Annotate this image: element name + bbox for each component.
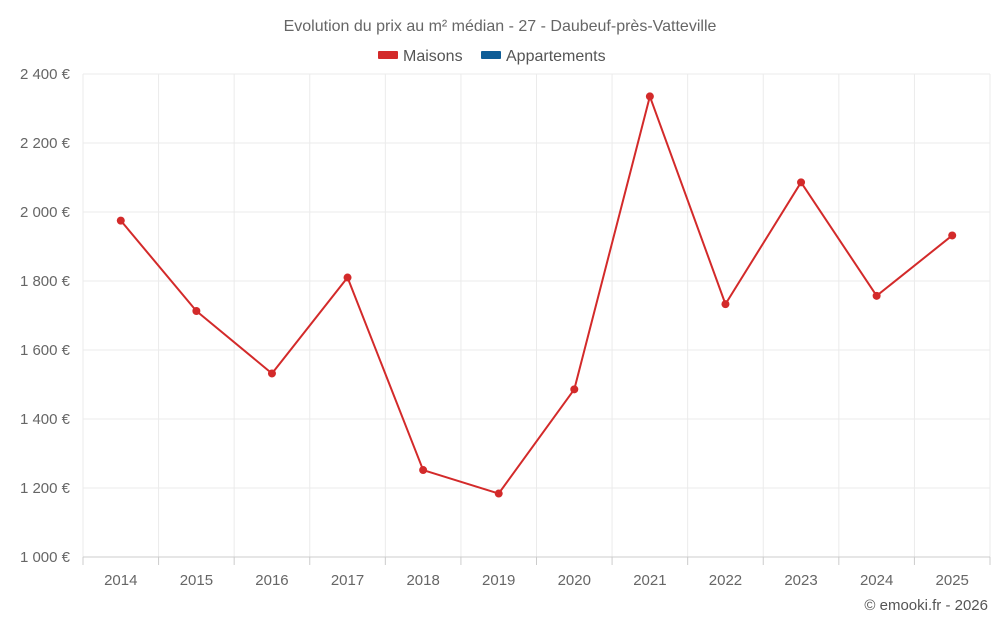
legend-label-maisons[interactable]: Maisons xyxy=(403,48,463,65)
x-tick-label: 2019 xyxy=(482,572,515,589)
data-point-maisons-2016[interactable] xyxy=(267,369,276,378)
credit-text: © emooki.fr - 2026 xyxy=(864,597,988,614)
y-tick-label: 1 400 € xyxy=(20,411,71,428)
x-tick-label: 2016 xyxy=(255,572,288,589)
x-tick-label: 2022 xyxy=(709,572,742,589)
x-axis-ticks: 2014 2015 2016 2017 2018 2019 2020 2021 2022 2023… xyxy=(104,572,969,589)
x-tick-label: 2025 xyxy=(936,572,969,589)
x-tick-label: 2024 xyxy=(860,572,893,589)
axes xyxy=(82,556,991,565)
legend-swatch-appartements[interactable] xyxy=(481,51,501,59)
x-tick-label: 2021 xyxy=(633,572,666,589)
y-tick-label: 1 600 € xyxy=(20,342,71,359)
legend-label-appartements[interactable]: Appartements xyxy=(506,48,606,65)
y-tick-label: 2 000 € xyxy=(20,204,71,221)
chart-title: Evolution du prix au m² médian - 27 - Da… xyxy=(284,18,717,35)
data-point-maisons-2019[interactable] xyxy=(494,489,503,498)
y-tick-label: 2 400 € xyxy=(20,66,71,83)
data-point-maisons-2015[interactable] xyxy=(192,307,201,316)
data-point-maisons-2025[interactable] xyxy=(948,231,957,240)
y-tick-label: 1 800 € xyxy=(20,273,71,290)
y-tick-label: 1 200 € xyxy=(20,480,71,497)
x-tick-label: 2018 xyxy=(406,572,439,589)
data-point-maisons-2021[interactable] xyxy=(645,92,654,101)
x-tick-label: 2017 xyxy=(331,572,364,589)
x-tick-label: 2015 xyxy=(180,572,213,589)
x-tick-label: 2020 xyxy=(558,572,591,589)
x-tick-label: 2014 xyxy=(104,572,137,589)
data-point-maisons-2018[interactable] xyxy=(419,466,428,475)
data-point-maisons-2014[interactable] xyxy=(116,216,125,225)
x-tick-label: 2023 xyxy=(784,572,817,589)
series-layer xyxy=(116,92,957,498)
y-tick-label: 2 200 € xyxy=(20,135,71,152)
legend-swatch-maisons[interactable] xyxy=(378,51,398,59)
y-tick-label: 1 000 € xyxy=(20,549,71,566)
series-line-maisons xyxy=(120,95,953,495)
legend[interactable]: Maisons Appartements xyxy=(378,48,606,65)
grid xyxy=(82,73,991,557)
y-axis-ticks: 1 000 € 1 200 € 1 400 € 1 600 € 1 800 € 2 000… xyxy=(20,66,71,566)
data-point-maisons-2017[interactable] xyxy=(343,273,352,282)
data-point-maisons-2022[interactable] xyxy=(721,300,730,309)
data-point-maisons-2023[interactable] xyxy=(797,178,806,187)
data-point-maisons-2020[interactable] xyxy=(570,385,579,394)
data-point-maisons-2024[interactable] xyxy=(872,291,881,300)
